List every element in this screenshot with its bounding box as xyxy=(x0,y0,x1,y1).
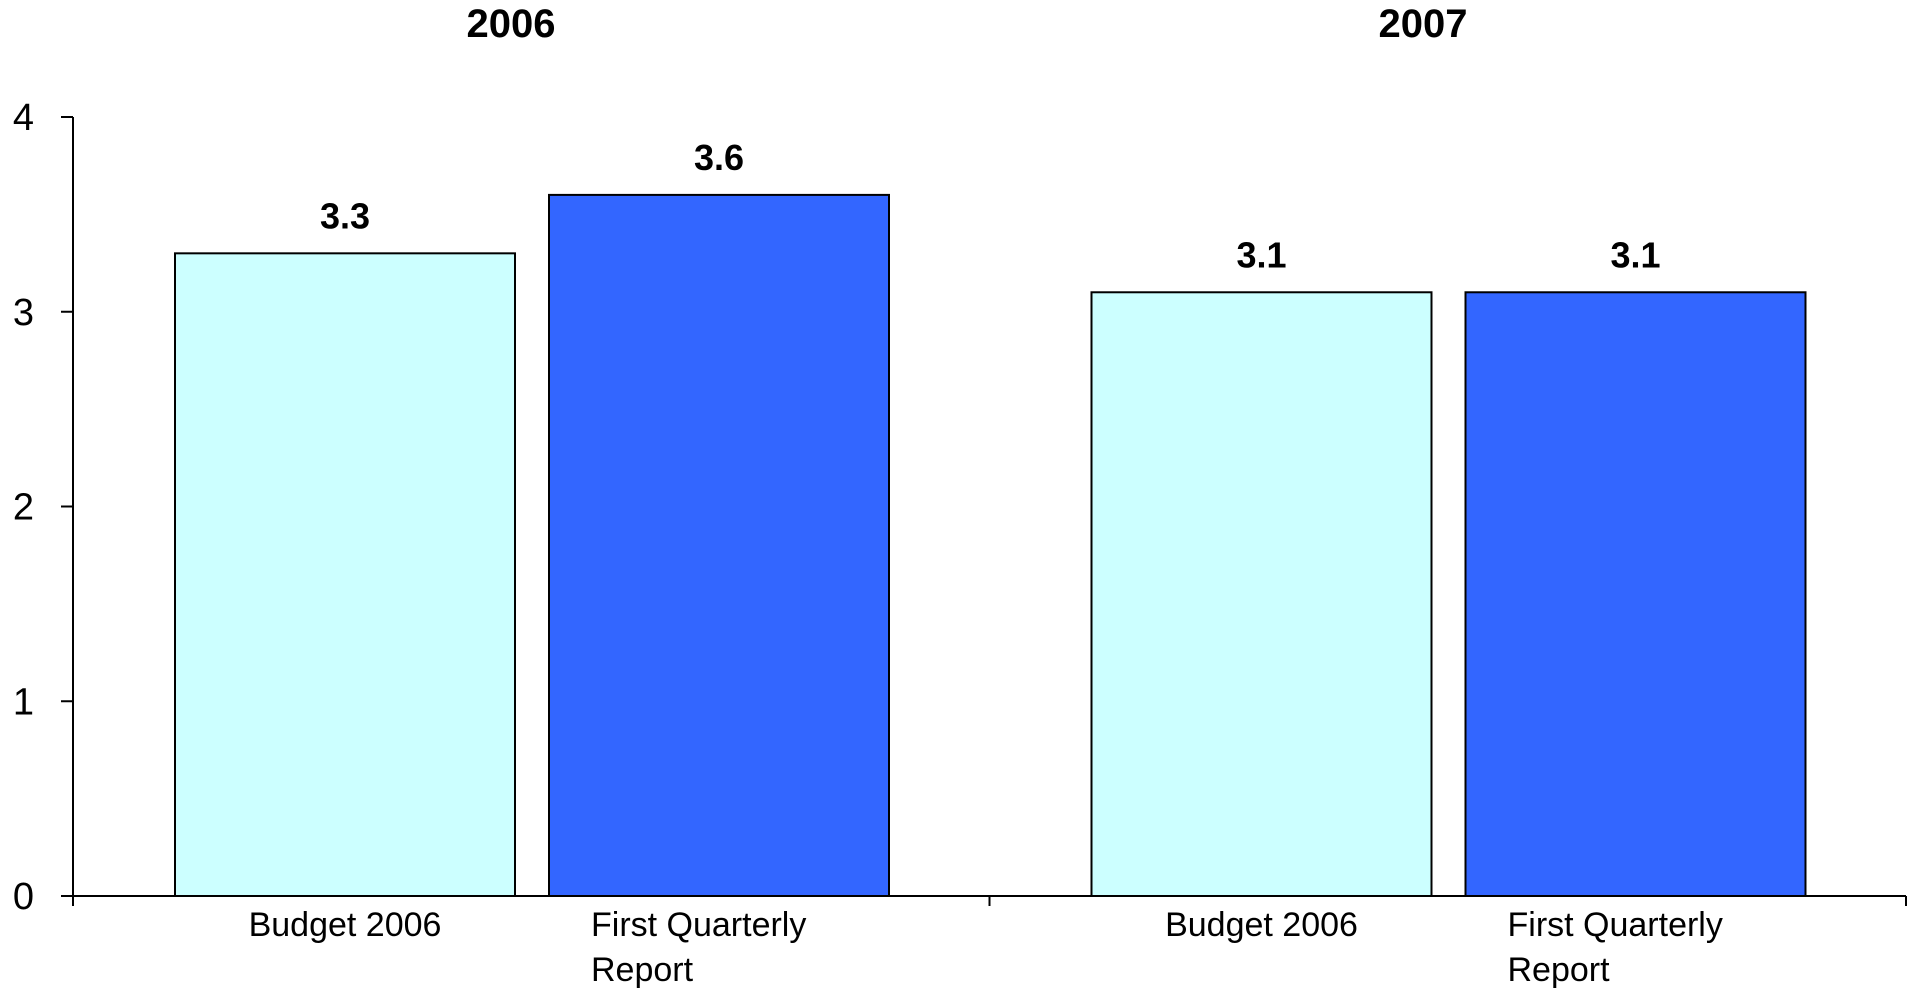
group-title: 2007 xyxy=(1379,2,1468,46)
value-label: 3.3 xyxy=(320,195,370,236)
bar xyxy=(174,252,516,897)
category-label: Budget 2006 xyxy=(249,906,442,944)
value-label: 3.1 xyxy=(1236,234,1286,275)
bar xyxy=(1090,291,1433,897)
value-label: 3.6 xyxy=(694,137,744,178)
y-tick-label: 4 xyxy=(13,97,34,139)
category-label: Budget 2006 xyxy=(1165,906,1358,944)
category-label: Report xyxy=(591,951,694,989)
category-label: First Quarterly xyxy=(1508,906,1723,944)
group-title: 2006 xyxy=(467,2,556,46)
bar xyxy=(548,193,890,897)
category-label: First Quarterly xyxy=(591,906,806,944)
y-tick-label: 2 xyxy=(13,487,34,529)
value-label: 3.1 xyxy=(1610,234,1660,275)
y-tick-label: 1 xyxy=(13,681,34,723)
bar xyxy=(1464,291,1807,897)
y-tick-label: 3 xyxy=(13,292,34,334)
category-label: Report xyxy=(1508,951,1611,989)
y-tick-label: 0 xyxy=(13,876,34,918)
